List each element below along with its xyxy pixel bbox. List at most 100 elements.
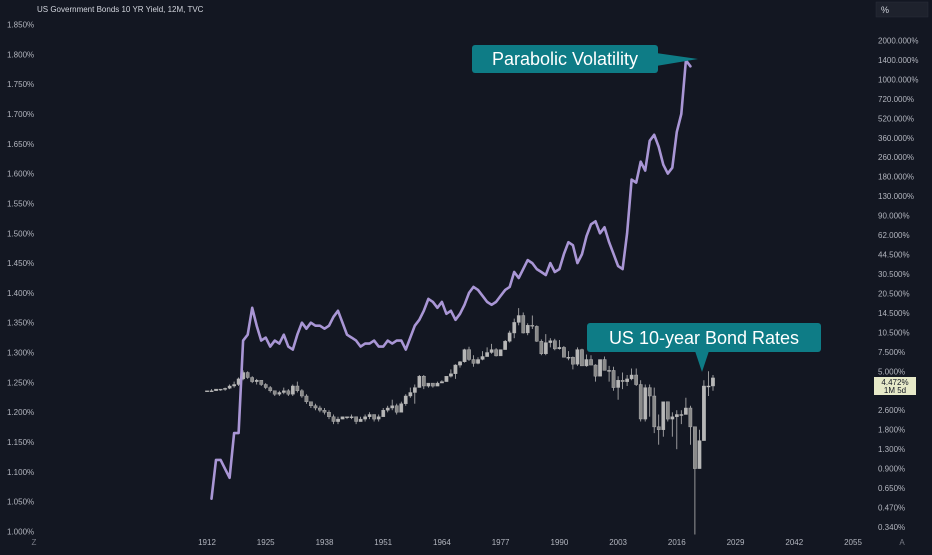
chart-title: US Government Bonds 10 YR Yield, 12M, TV… (37, 5, 204, 14)
right-axis-tick: 1000.000% (878, 75, 918, 84)
candle-body (679, 414, 684, 416)
candle-body (426, 382, 431, 387)
time-axis-tick: 1951 (374, 538, 392, 547)
candle-body (318, 407, 322, 411)
candle-body (345, 416, 349, 418)
candle-body (598, 359, 602, 377)
right-axis-tick: 2.600% (878, 406, 905, 415)
unit-label-button[interactable]: % (875, 1, 929, 18)
candle-body (580, 349, 584, 367)
candle-body (571, 357, 575, 365)
right-axis-tick: 720.000% (878, 95, 914, 104)
candle-body (309, 401, 313, 407)
time-axis-tick: 2055 (844, 538, 862, 547)
candle-body (503, 341, 507, 350)
candle-body (525, 325, 530, 334)
candle-body (336, 418, 340, 422)
candle-body (363, 416, 367, 420)
volatility-line (210, 59, 692, 500)
left-axis-tick: 1.850% (7, 21, 34, 30)
time-axis-tick: 1977 (492, 538, 510, 547)
candle-body (232, 384, 236, 387)
candle-body (358, 418, 363, 422)
candle-body (607, 370, 611, 372)
left-axis-tick: 1.200% (7, 408, 34, 417)
candle-body (562, 347, 566, 358)
candle-body (291, 385, 295, 395)
right-price-axis[interactable]: 2000.000% 1400.000% 1000.000% 720.000% 520.0… (878, 37, 918, 533)
time-axis-tick: 1990 (551, 538, 569, 547)
bond-candles (205, 308, 715, 535)
candle-body (494, 349, 498, 357)
right-axis-tick: 30.500% (878, 270, 910, 279)
candle-body (403, 395, 408, 404)
right-axis-tick: 7.500% (878, 348, 905, 357)
left-axis-tick: 1.700% (7, 110, 34, 119)
right-axis-tick: 0.340% (878, 523, 905, 532)
candle-body (462, 349, 467, 363)
candle-body (435, 382, 440, 387)
candle-body (670, 416, 675, 420)
candle-body (553, 340, 557, 350)
candle-body (458, 361, 462, 366)
right-axis-tick: 0.650% (878, 484, 905, 493)
candle-body (250, 377, 254, 382)
left-price-axis[interactable]: 1.850% 1.800% 1.750% 1.700% 1.650% 1.600% 1.55… (7, 21, 34, 537)
candle-body (656, 426, 661, 430)
left-axis-tick: 1.750% (7, 80, 34, 89)
candle-body (408, 392, 413, 397)
candle-body (277, 392, 282, 395)
candle-body (259, 380, 264, 385)
candle-body (557, 347, 562, 349)
right-axis-tick: 180.000% (878, 173, 914, 182)
candle-body (534, 326, 539, 342)
last-price-interval: 1M 5d (884, 386, 906, 395)
time-axis-tick: 1938 (316, 538, 334, 547)
candle-body (548, 340, 553, 343)
candle-body (684, 407, 688, 415)
volatility-series (210, 59, 692, 500)
candle-body (263, 384, 268, 388)
right-axis-tick: 20.500% (878, 290, 910, 299)
candle-body (440, 381, 444, 384)
candle-body (471, 359, 476, 364)
last-price-value: 4.472% (881, 378, 908, 387)
time-axis[interactable]: 1912 1925 1938 1951 1964 1977 1990 2003 2016 2029… (198, 538, 862, 547)
left-axis-tick: 1.100% (7, 468, 34, 477)
time-axis-tick: 1912 (198, 538, 216, 547)
corner-right-icon[interactable]: A (899, 538, 905, 547)
candle-body (381, 410, 386, 417)
candle-body (530, 325, 535, 327)
time-axis-tick: 1925 (257, 538, 275, 547)
candle-body (516, 315, 521, 323)
candle-body (431, 382, 435, 387)
unit-label: % (881, 5, 889, 15)
candle-body (304, 395, 309, 402)
candle-body (349, 416, 354, 418)
candle-body (385, 407, 390, 411)
candle-body (367, 414, 372, 417)
candle-body (647, 387, 652, 397)
candle-body (376, 416, 381, 420)
time-axis-tick: 2029 (727, 538, 745, 547)
candle-body (354, 416, 358, 422)
candle-body (688, 407, 693, 428)
candle-body (218, 388, 223, 391)
candle-body (282, 390, 286, 393)
right-axis-tick: 62.000% (878, 231, 910, 240)
time-axis-tick: 2016 (668, 538, 686, 547)
candle-body (634, 374, 638, 385)
time-axis-tick: 1964 (433, 538, 451, 547)
candle-body (544, 342, 548, 355)
candle-body (539, 341, 544, 354)
right-axis-tick: 0.470% (878, 504, 905, 513)
candle-body (638, 384, 643, 420)
left-axis-tick: 1.550% (7, 199, 34, 208)
right-axis-tick: 520.000% (878, 114, 914, 123)
candle-body (661, 401, 666, 430)
candle-body (327, 412, 331, 417)
left-axis-tick: 1.350% (7, 319, 34, 328)
corner-left-icon[interactable]: Z (32, 538, 37, 547)
